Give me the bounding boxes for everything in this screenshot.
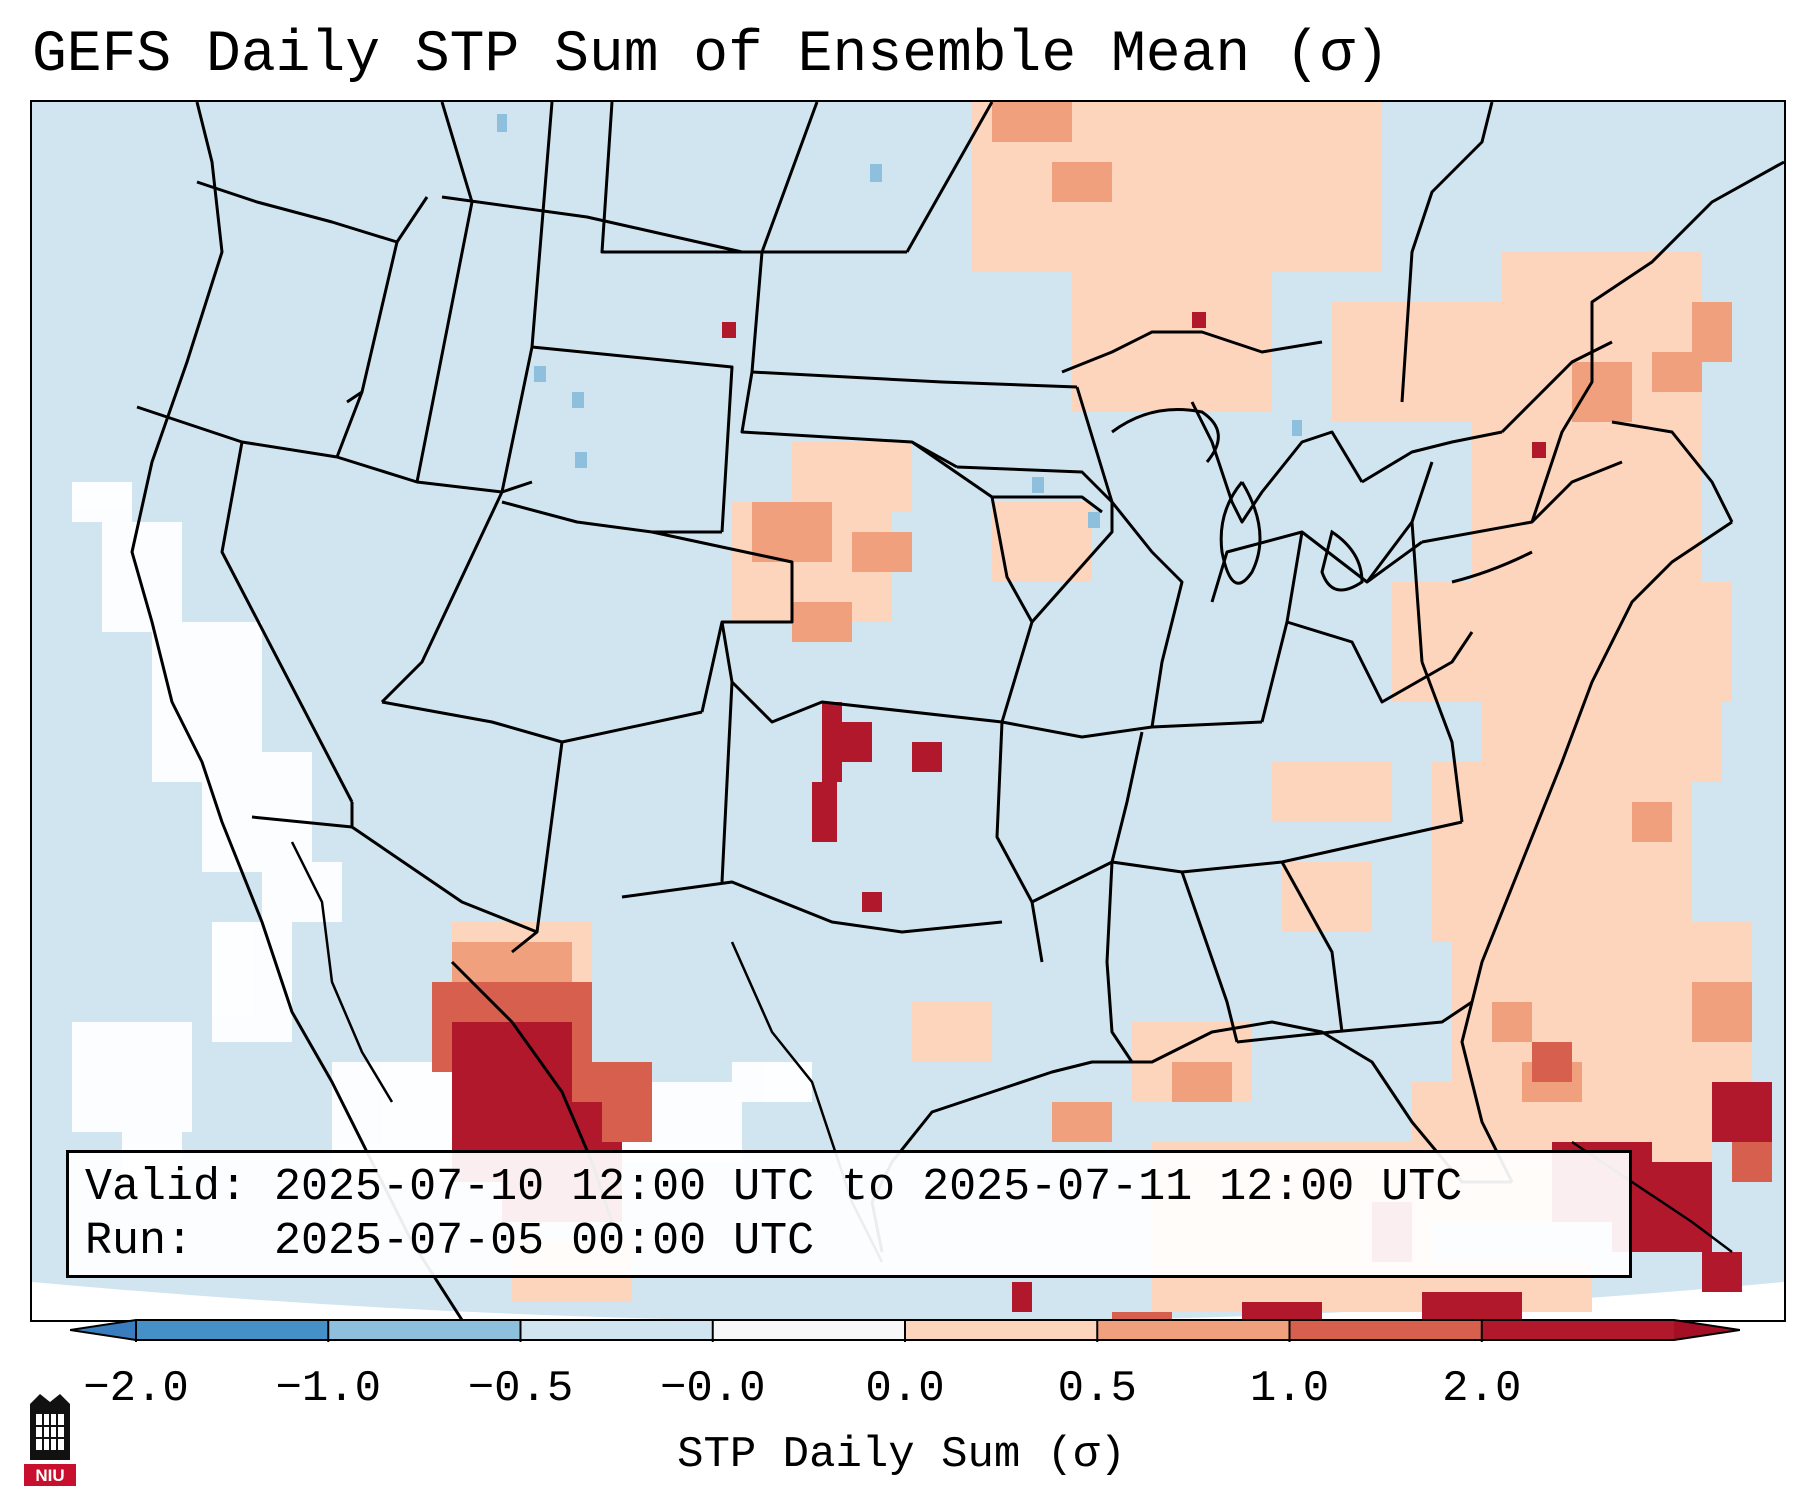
colorbar-extend-under xyxy=(70,1320,136,1340)
valid-label: Valid: xyxy=(85,1162,248,1213)
great-lakes xyxy=(1111,408,1533,592)
colorbar xyxy=(70,1319,1740,1342)
colorbar-tick-label: 2.0 xyxy=(1442,1364,1522,1414)
run-label: Run: xyxy=(85,1216,248,1267)
state-borders xyxy=(130,102,1784,1320)
colorbar-tick-label: −0.5 xyxy=(467,1364,574,1414)
colorbar-tick-label: −2.0 xyxy=(83,1364,189,1414)
colorbar-tick-label: 0.5 xyxy=(1057,1364,1137,1414)
map-panel xyxy=(30,100,1786,1322)
niu-logo: NIU xyxy=(24,1394,76,1486)
colorbar-bin xyxy=(905,1320,1098,1340)
colorbar-bin xyxy=(520,1320,714,1340)
colorbar-bin xyxy=(712,1320,906,1340)
map-title: GEFS Daily STP Sum of Ensemble Mean (σ) xyxy=(32,23,1390,88)
niu-logo-text: NIU xyxy=(35,1466,64,1485)
colorbar-bin xyxy=(1097,1320,1290,1340)
valid-time-range: 2025-07-10 12:00 UTC to 2025-07-11 12:00… xyxy=(274,1162,1463,1213)
colorbar-label: STP Daily Sum (σ) xyxy=(677,1430,1126,1480)
run-time: 2025-07-05 00:00 UTC xyxy=(274,1216,815,1267)
colorbar-bin xyxy=(328,1320,521,1340)
colorbar-tick-label: −0.0 xyxy=(659,1364,766,1414)
colorbar-bin xyxy=(136,1320,329,1340)
colorbar-tick-label: 1.0 xyxy=(1249,1364,1330,1414)
colorbar-bin xyxy=(1481,1320,1675,1340)
stp-map xyxy=(32,102,1784,1320)
colorbar-extend-over xyxy=(1674,1320,1740,1340)
validity-info-box: Valid: 2025-07-10 12:00 UTC to 2025-07-1… xyxy=(66,1150,1632,1278)
colorbar-bin xyxy=(1289,1320,1483,1340)
colorbar-tick-label: 0.0 xyxy=(865,1364,945,1414)
colorbar-tick-label: −1.0 xyxy=(275,1364,382,1414)
